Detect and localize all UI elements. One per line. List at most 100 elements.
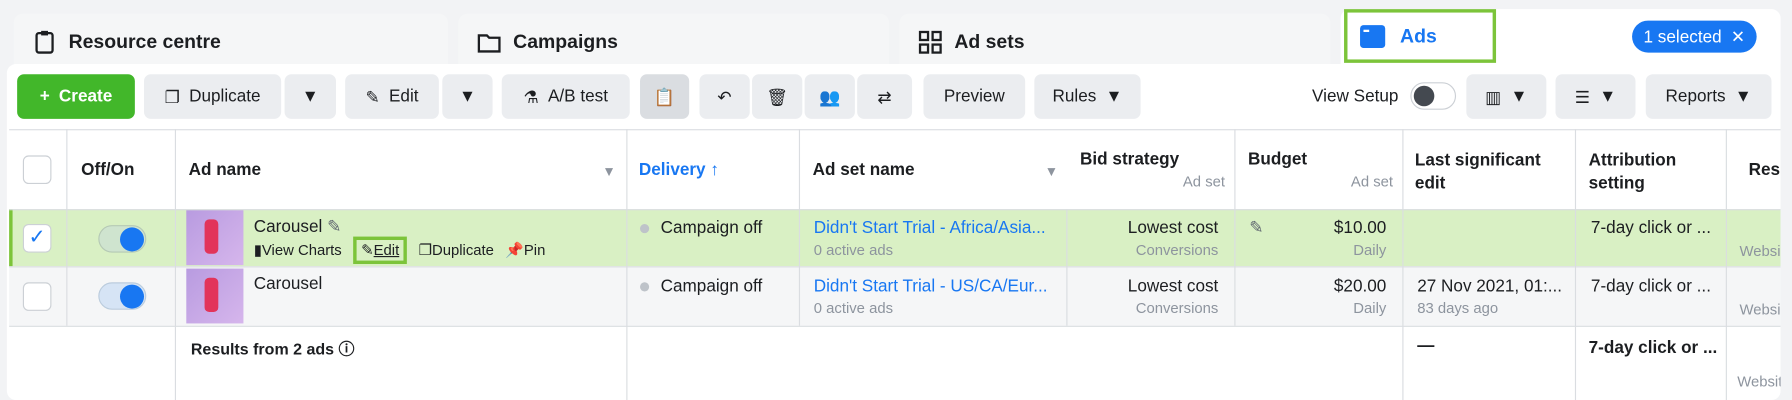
last-edit: 27 Nov 2021, 01:...	[1417, 276, 1563, 297]
col-offon: Off/On	[81, 160, 135, 180]
columns-icon: ▥	[1485, 87, 1502, 107]
tab-resource-centre[interactable]: Resource centre	[13, 13, 449, 71]
col-delivery[interactable]: Delivery ↑	[638, 160, 719, 180]
edit-label: Edit	[388, 86, 419, 107]
budget-sub: Daily	[1353, 241, 1387, 259]
sort-caret-icon[interactable]: ▼	[1044, 163, 1059, 180]
export-button[interactable]: ⇄	[857, 74, 913, 119]
ads-tab-highlight[interactable]: Ads	[1344, 9, 1497, 63]
delivery-text: Campaign off	[660, 276, 763, 297]
duplicate-button[interactable]: ❐ Duplicate	[144, 74, 282, 119]
duplicate-label: Duplicate	[189, 86, 261, 107]
results-sub: Websi	[1739, 300, 1781, 318]
columns-button[interactable]: ▥ ▼	[1466, 74, 1547, 119]
ad-window-icon	[1360, 24, 1386, 48]
delivery-text: Campaign off	[660, 218, 763, 238]
results-summary: Results from 2 ads ⓘ	[191, 337, 355, 360]
edit-link[interactable]: ✎Edit	[353, 236, 408, 265]
pencil-icon[interactable]: ✎	[327, 217, 342, 237]
create-label: Create	[58, 86, 113, 107]
undo-button[interactable]: ↶	[699, 74, 750, 119]
duplicate-link[interactable]: ❐Duplicate	[419, 241, 494, 259]
bid-strategy: Lowest cost	[1127, 218, 1219, 238]
row-checkbox-checked[interactable]: ✓	[22, 224, 52, 253]
undo-icon: ↶	[717, 87, 732, 107]
folder-icon	[477, 34, 501, 53]
duplicate-label: Duplicate	[431, 241, 494, 259]
attribution: 7-day click or ...	[1590, 276, 1711, 297]
caret-down-icon: ▼	[1510, 86, 1528, 107]
bid-sub: Conversions	[1135, 241, 1219, 259]
reports-button[interactable]: Reports ▼	[1645, 74, 1772, 119]
tab-label: Ad sets	[954, 30, 1025, 53]
pencil-icon: ✎	[361, 241, 374, 259]
caret-down-icon: ▼	[301, 86, 319, 107]
table-row-selected[interactable]	[9, 209, 1781, 267]
breakdown-icon: ☰	[1574, 87, 1591, 107]
reports-label: Reports	[1665, 86, 1726, 107]
ad-thumbnail[interactable]	[186, 268, 244, 324]
plus-icon: +	[39, 86, 50, 107]
duplicate-dropdown[interactable]: ▼	[284, 74, 337, 119]
breakdown-button[interactable]: ☰ ▼	[1555, 74, 1636, 119]
budget-pencil-icon[interactable]: ✎	[1249, 218, 1264, 238]
tab-campaigns[interactable]: Campaigns	[458, 13, 890, 71]
adset-sub: 0 active ads	[813, 299, 894, 317]
edit-dropdown[interactable]: ▼	[442, 74, 493, 119]
col-last-edit[interactable]: Last significant edit	[1414, 150, 1541, 194]
edit-label: Edit	[373, 241, 400, 259]
preview-button[interactable]: Preview	[923, 74, 1026, 119]
col-bid-strategy[interactable]: Bid strategy	[1080, 149, 1180, 170]
tab-ad-sets[interactable]: Ad sets	[899, 13, 1331, 71]
adset-link[interactable]: Didn't Start Trial - Africa/Asia...	[813, 218, 1046, 238]
selected-count-pill[interactable]: 1 selected ✕	[1632, 20, 1757, 53]
sort-caret-icon[interactable]: ▼	[602, 163, 616, 180]
ad-toggle[interactable]	[98, 282, 147, 310]
col-results[interactable]: Resu	[1748, 160, 1791, 180]
col-adset-name[interactable]: Ad set name	[812, 160, 915, 180]
footer-attribution: 7-day click or ...	[1588, 338, 1718, 358]
close-icon[interactable]: ✕	[1730, 27, 1746, 47]
ab-test-button[interactable]: ⚗ A/B test	[501, 74, 630, 119]
select-all-checkbox[interactable]	[22, 155, 52, 185]
clipboard-icon: 📋	[653, 87, 676, 107]
bid-sub: Conversions	[1135, 299, 1219, 317]
ab-test-label: A/B test	[547, 86, 609, 107]
row-checkbox[interactable]	[22, 282, 52, 311]
view-charts-link[interactable]: ▮View Charts	[254, 241, 342, 259]
budget-sub: Daily	[1353, 299, 1387, 317]
ad-name[interactable]: Carousel	[253, 274, 323, 294]
delete-button[interactable]: 🗑	[752, 74, 803, 119]
pin-link[interactable]: 📌Pin	[505, 241, 545, 259]
table-row[interactable]	[9, 266, 1781, 326]
col-ad-name[interactable]: Ad name	[188, 160, 261, 180]
info-icon[interactable]: ⓘ	[338, 339, 355, 358]
duplicate-icon: ❐	[418, 241, 432, 259]
grid-icon	[918, 30, 942, 54]
ad-toggle[interactable]	[98, 225, 147, 253]
footer-last-edit: —	[1417, 336, 1435, 356]
pin-label: Pin	[523, 241, 546, 259]
rules-button[interactable]: Rules ▼	[1034, 74, 1141, 119]
clipboard-icon	[35, 30, 54, 54]
caret-down-icon: ▼	[1734, 86, 1752, 107]
audience-button[interactable]: 👥	[804, 74, 855, 119]
pin-icon: 📌	[505, 241, 524, 259]
rules-label: Rules	[1052, 86, 1097, 107]
clipboard-button[interactable]: 📋	[640, 74, 690, 119]
preview-label: Preview	[943, 86, 1005, 107]
col-budget[interactable]: Budget	[1248, 149, 1308, 170]
pencil-icon: ✎	[365, 87, 380, 107]
col-attribution[interactable]: Attribution setting	[1588, 150, 1677, 194]
view-setup-toggle[interactable]	[1410, 82, 1457, 110]
delivery-status: Campaign off	[640, 277, 762, 296]
ad-thumbnail[interactable]	[186, 210, 244, 266]
ad-name[interactable]: Carousel ✎	[254, 216, 342, 237]
create-button[interactable]: + Create	[17, 74, 135, 119]
attribution: 7-day click or ...	[1590, 218, 1711, 238]
status-dot-icon	[640, 282, 650, 292]
tab-label: Resource centre	[68, 30, 221, 53]
adset-link[interactable]: Didn't Start Trial - US/CA/Eur...	[813, 276, 1048, 297]
scrollbar[interactable]	[1780, 64, 1792, 400]
edit-button[interactable]: ✎ Edit	[345, 74, 439, 119]
